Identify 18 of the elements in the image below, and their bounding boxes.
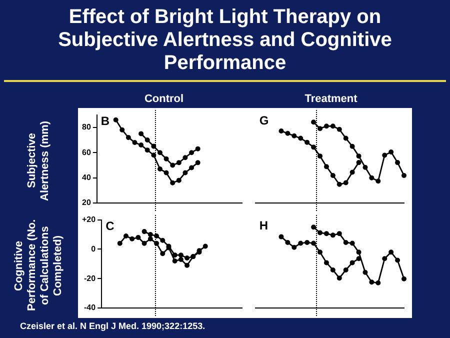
y-tick-label: 0 (91, 244, 96, 254)
y-tick-label: 80 (82, 122, 92, 132)
chart-subtitle: Control (143, 93, 185, 105)
y-tick-label: -40 (84, 303, 96, 312)
y-tick-label: 40 (82, 173, 92, 182)
annotation: H (259, 218, 268, 232)
y-tick-label: 20 (82, 198, 92, 208)
annotation: G (259, 113, 269, 128)
text: Czeisler et al. N Engl J Med. 1990;322:1253. (20, 321, 206, 331)
y-tick-label: +20 (82, 215, 96, 224)
chart-title: Effect of Bright Light Therapy on Subjective Alertness and Cognitive Performance (57, 6, 393, 75)
annotation: B (100, 114, 110, 128)
y-tick-label: -20 (84, 274, 96, 283)
y-axis-title: Subjective Alertness (mm) (26, 119, 52, 203)
y-tick-label: 60 (82, 148, 92, 157)
y-axis-title: Cognitive Performance (No. of Calculations Completed) (13, 218, 65, 314)
annotation: C (106, 219, 115, 234)
chart-subtitle: Treatment (304, 93, 358, 105)
